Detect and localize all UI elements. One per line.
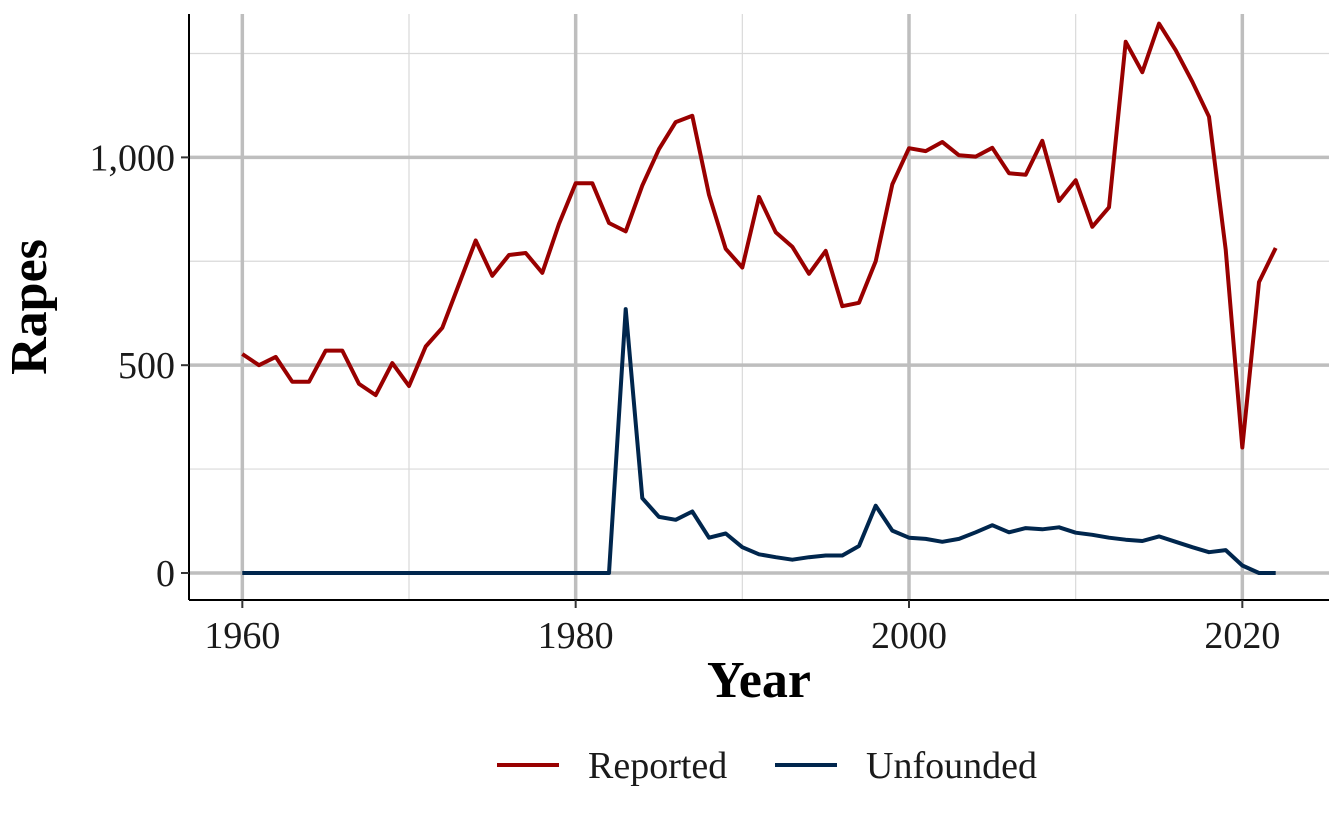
- grid: [189, 14, 1329, 600]
- legend: Reported Unfounded: [497, 745, 1037, 787]
- y-tick-label: 0: [156, 553, 175, 595]
- x-tick-label: 1980: [538, 615, 614, 657]
- x-axis-title: Year: [707, 652, 811, 709]
- x-tick-label: 2000: [871, 615, 947, 657]
- legend-label-reported: Reported: [588, 745, 727, 787]
- legend-label-unfounded: Unfounded: [866, 745, 1037, 787]
- series-line-unfounded: [242, 307, 1276, 575]
- y-tick-label: 500: [118, 345, 175, 387]
- ticks: 1960 1980 2000 2020 0 500 1,000: [90, 137, 1281, 657]
- x-tick-label: 1960: [204, 615, 280, 657]
- series-line-reported: [241, 21, 1278, 450]
- plot-series: [241, 21, 1278, 575]
- y-axis-title: Rapes: [1, 239, 58, 375]
- axes: [188, 14, 1329, 601]
- y-tick-label: 1,000: [90, 137, 176, 179]
- x-tick-label: 2020: [1204, 615, 1280, 657]
